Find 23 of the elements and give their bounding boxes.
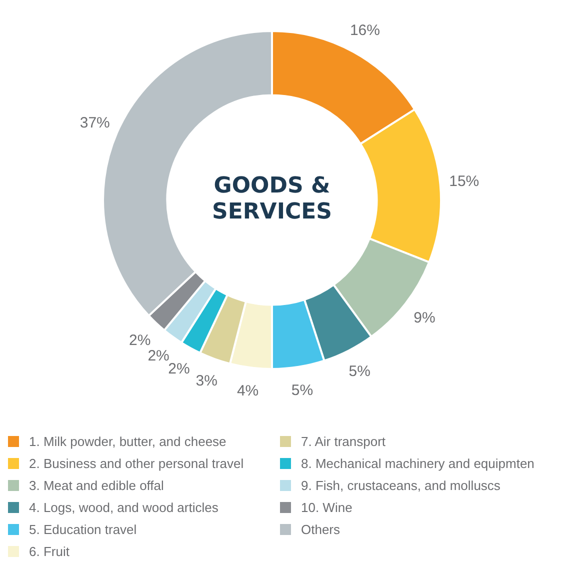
data-label: 5%: [291, 382, 314, 399]
data-label: 5%: [348, 363, 370, 380]
data-label: 2%: [168, 360, 190, 378]
data-label: 3%: [196, 372, 218, 390]
legend-label: 3. Meat and edible offal: [29, 478, 164, 492]
legend-label: 10. Wine: [301, 500, 352, 514]
data-label: 9%: [414, 309, 436, 326]
data-label: 16%: [350, 22, 380, 40]
legend-label: 5. Education travel: [29, 522, 137, 536]
legend-label: Others: [301, 522, 340, 536]
legend-label: 6. Fruit: [29, 544, 70, 558]
legend-label: 7. Air transport: [301, 434, 386, 448]
legend-label: 9. Fish, crustaceans, and molluscs: [301, 478, 500, 492]
legend-label: 1. Milk powder, butter, and cheese: [29, 434, 226, 448]
data-label: 2%: [129, 332, 151, 349]
data-label: 4%: [236, 382, 259, 400]
legend-label: 4. Logs, wood, and wood articles: [29, 500, 218, 514]
data-label: 2%: [148, 347, 170, 364]
data-label: 15%: [449, 172, 480, 190]
legend-label: 8. Mechanical machinery and equipmten: [301, 456, 534, 470]
legend-label: 2. Business and other personal travel: [29, 456, 244, 470]
data-label: 37%: [80, 114, 110, 132]
text: GOODS & SERVICES: [212, 174, 332, 225]
